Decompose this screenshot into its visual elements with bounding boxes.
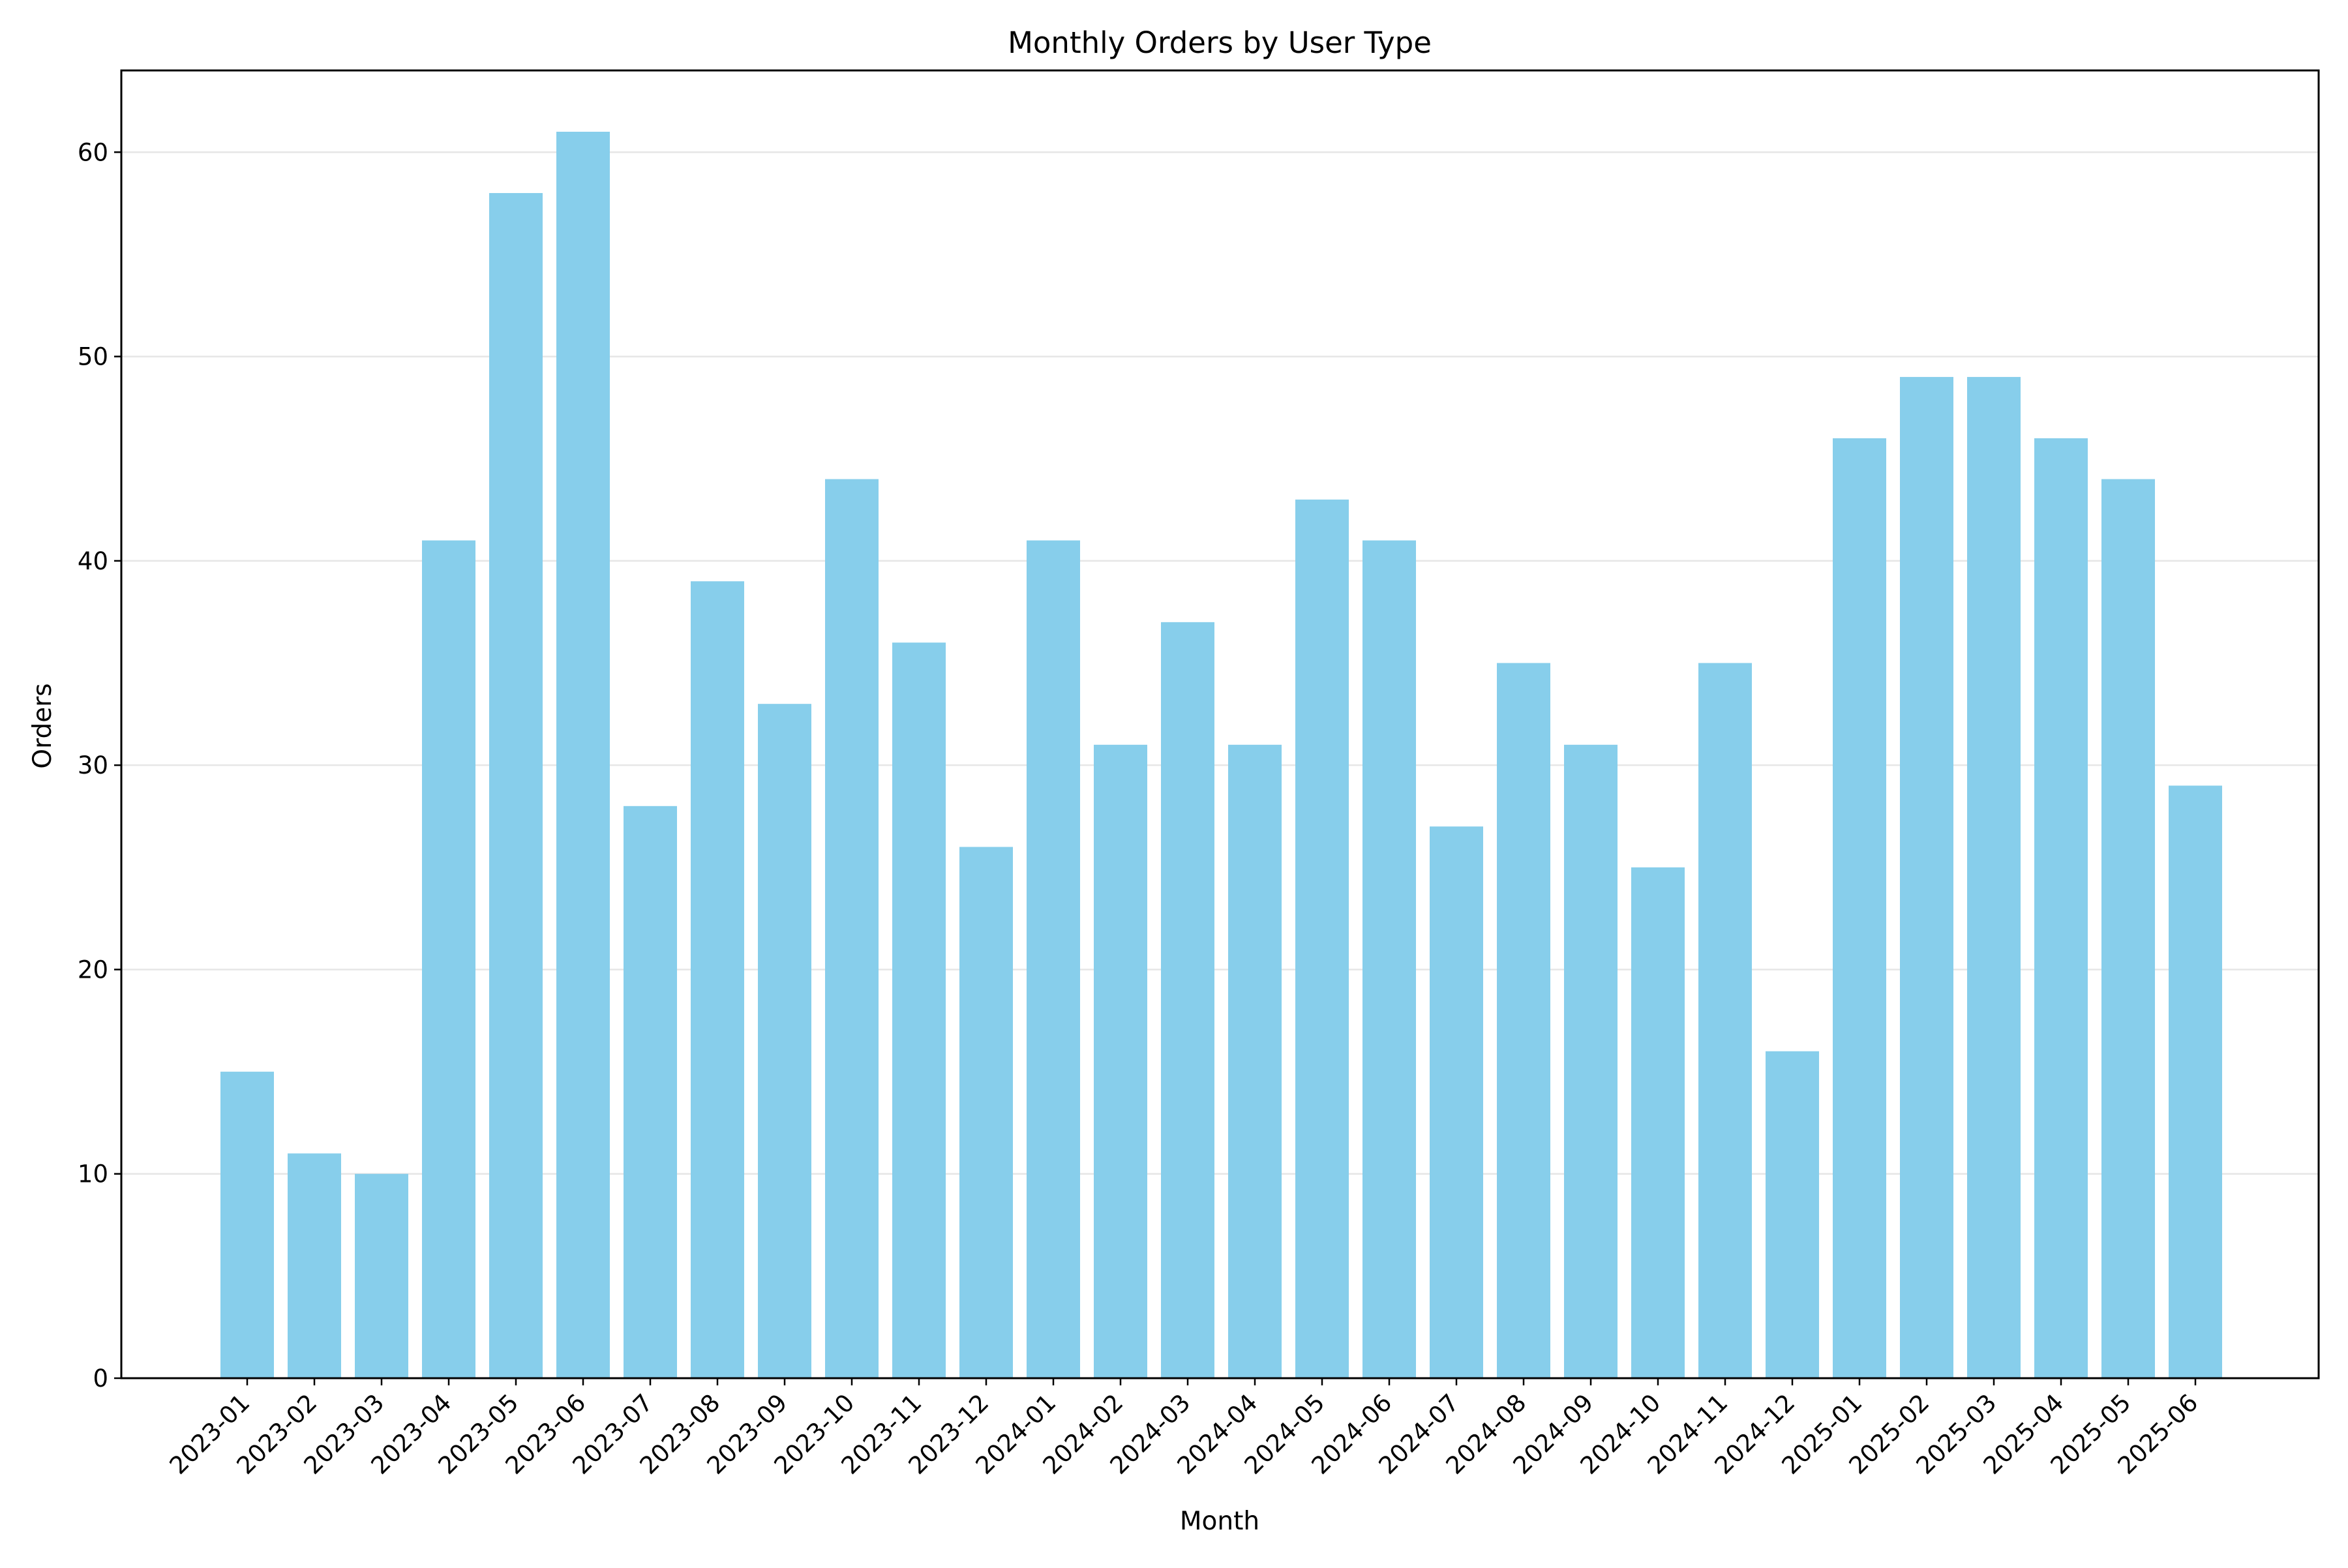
chart-title: Monthly Orders by User Type <box>1008 25 1432 60</box>
bar-2023-11 <box>892 642 946 1378</box>
y-tick-label: 60 <box>78 138 108 166</box>
y-axis: 0 10 20 30 40 50 60 <box>78 138 121 1393</box>
bar-2023-12 <box>959 847 1013 1378</box>
bar-2024-10 <box>1631 867 1685 1378</box>
bar-2023-01 <box>220 1072 274 1378</box>
bar-2023-05 <box>489 192 543 1378</box>
plot-frame <box>120 69 2320 1380</box>
y-tick-label: 30 <box>78 751 108 779</box>
bar-2023-09 <box>758 704 811 1378</box>
y-tick-label: 40 <box>78 547 108 575</box>
bars <box>220 131 2222 1378</box>
bar-2024-01 <box>1027 540 1080 1378</box>
bar-2024-08 <box>1497 663 1550 1378</box>
bar-2025-01 <box>1833 438 1886 1378</box>
bar-2025-04 <box>2034 438 2088 1378</box>
bar-2023-08 <box>691 581 744 1378</box>
bar-2023-07 <box>624 806 677 1378</box>
bar-2024-07 <box>1430 826 1483 1378</box>
x-axis-label: Month <box>1180 1507 1259 1536</box>
bar-2024-02 <box>1094 744 1147 1378</box>
bar-2023-04 <box>422 540 475 1378</box>
y-tick-label: 0 <box>93 1364 108 1393</box>
y-tick-label: 20 <box>78 956 108 984</box>
bar-2025-06 <box>2169 785 2222 1378</box>
x-axis: 2023-012023-022023-032023-042023-052023-… <box>164 1378 2203 1480</box>
bar-2024-04 <box>1228 744 1282 1378</box>
bar-2023-03 <box>355 1173 408 1378</box>
bar-2023-02 <box>288 1153 341 1378</box>
bar-2024-09 <box>1564 744 1618 1378</box>
grid-lines <box>121 151 2319 1380</box>
bar-2025-03 <box>1967 376 2021 1378</box>
bar-2025-02 <box>1900 376 1953 1378</box>
y-axis-label: Orders <box>28 683 57 768</box>
bar-2024-05 <box>1295 499 1349 1378</box>
y-tick-label: 10 <box>78 1160 108 1188</box>
bar-2023-06 <box>556 131 610 1378</box>
bar-2024-03 <box>1161 622 1214 1378</box>
bar-2024-11 <box>1698 663 1752 1378</box>
bar-2023-10 <box>825 479 879 1378</box>
bar-2024-12 <box>1766 1051 1819 1378</box>
bar-2024-06 <box>1362 540 1416 1378</box>
bar-2025-05 <box>2101 479 2155 1378</box>
y-tick-label: 50 <box>78 343 108 371</box>
